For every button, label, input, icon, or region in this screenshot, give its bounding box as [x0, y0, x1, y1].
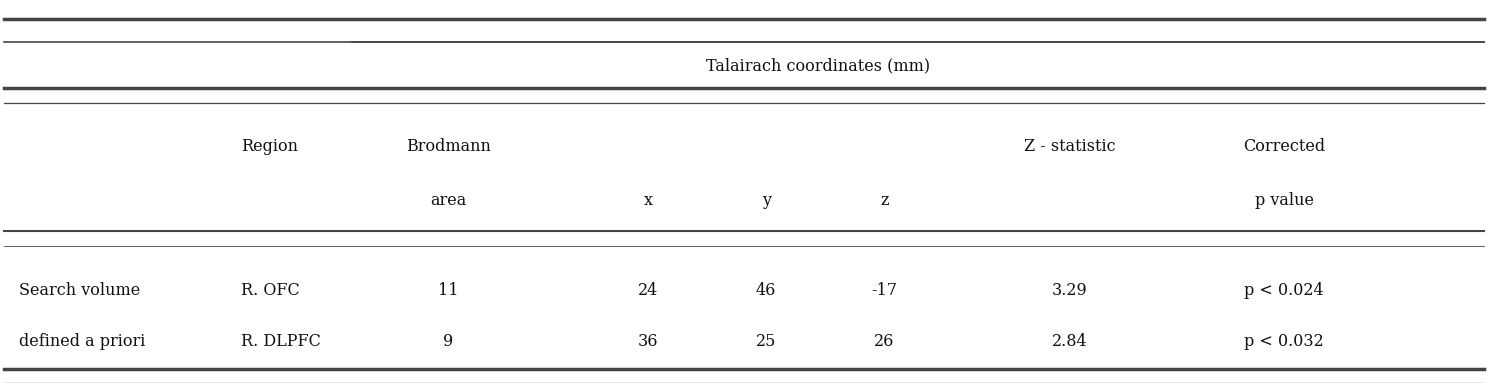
Text: R. OFC: R. OFC — [241, 282, 299, 299]
Text: p < 0.032: p < 0.032 — [1244, 333, 1324, 350]
Text: Brodmann: Brodmann — [406, 138, 491, 155]
Text: Z - statistic: Z - statistic — [1024, 138, 1116, 155]
Text: p < 0.024: p < 0.024 — [1244, 282, 1324, 299]
Text: z: z — [881, 192, 888, 210]
Text: 26: 26 — [875, 333, 894, 350]
Text: 3.29: 3.29 — [1052, 282, 1088, 299]
Text: Talairach coordinates (mm): Talairach coordinates (mm) — [705, 57, 930, 74]
Text: 24: 24 — [638, 282, 658, 299]
Text: defined a priori: defined a priori — [19, 333, 146, 350]
Text: 9: 9 — [443, 333, 454, 350]
Text: 11: 11 — [437, 282, 458, 299]
Text: Corrected: Corrected — [1242, 138, 1326, 155]
Text: -17: -17 — [872, 282, 897, 299]
Text: 46: 46 — [756, 282, 777, 299]
Text: area: area — [430, 192, 466, 210]
Text: R. DLPFC: R. DLPFC — [241, 333, 321, 350]
Text: y: y — [762, 192, 771, 210]
Text: x: x — [643, 192, 652, 210]
Text: 36: 36 — [637, 333, 658, 350]
Text: Region: Region — [241, 138, 298, 155]
Text: 25: 25 — [756, 333, 777, 350]
Text: p value: p value — [1254, 192, 1314, 210]
Text: Search volume: Search volume — [19, 282, 140, 299]
Text: 2.84: 2.84 — [1052, 333, 1088, 350]
